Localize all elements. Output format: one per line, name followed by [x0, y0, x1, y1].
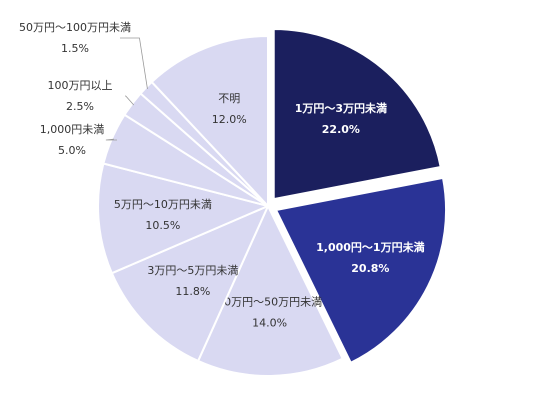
- value-label: 22.0%: [322, 123, 360, 136]
- slice-label: 50万円〜100万円未満: [19, 21, 131, 34]
- slice-label: 5万円〜10万円未満: [114, 198, 212, 211]
- slice-label: 100万円以上: [48, 79, 113, 92]
- value-label: 12.0%: [212, 113, 247, 126]
- value-label: 2.5%: [66, 100, 94, 113]
- slice-label: 3万円〜5万円未満: [147, 264, 238, 277]
- pie-slice: [196, 203, 345, 377]
- value-label: 10.5%: [145, 219, 180, 232]
- pie-slice: [150, 34, 269, 209]
- value-label: 14.0%: [252, 316, 287, 329]
- slice-label: 10万円〜50万円未満: [217, 295, 322, 308]
- pie-slice: [110, 204, 270, 363]
- value-label: 1.5%: [61, 42, 89, 55]
- slice-label: 1万円〜3万円未満: [295, 101, 387, 115]
- pie-slice: [272, 28, 442, 201]
- pie-slice: [97, 162, 272, 275]
- leader-line: [120, 37, 148, 90]
- slice-label: 1,000円未満: [40, 123, 105, 136]
- slice-label: 不明: [218, 92, 240, 105]
- leader-line: [105, 138, 117, 141]
- value-label: 5.0%: [58, 144, 86, 157]
- value-label: 20.8%: [351, 262, 389, 275]
- pie-slice: [274, 176, 448, 365]
- value-label: 11.8%: [175, 285, 210, 298]
- leader-line: [125, 95, 135, 106]
- slice-label: 1,000円〜1万円未満: [316, 240, 424, 254]
